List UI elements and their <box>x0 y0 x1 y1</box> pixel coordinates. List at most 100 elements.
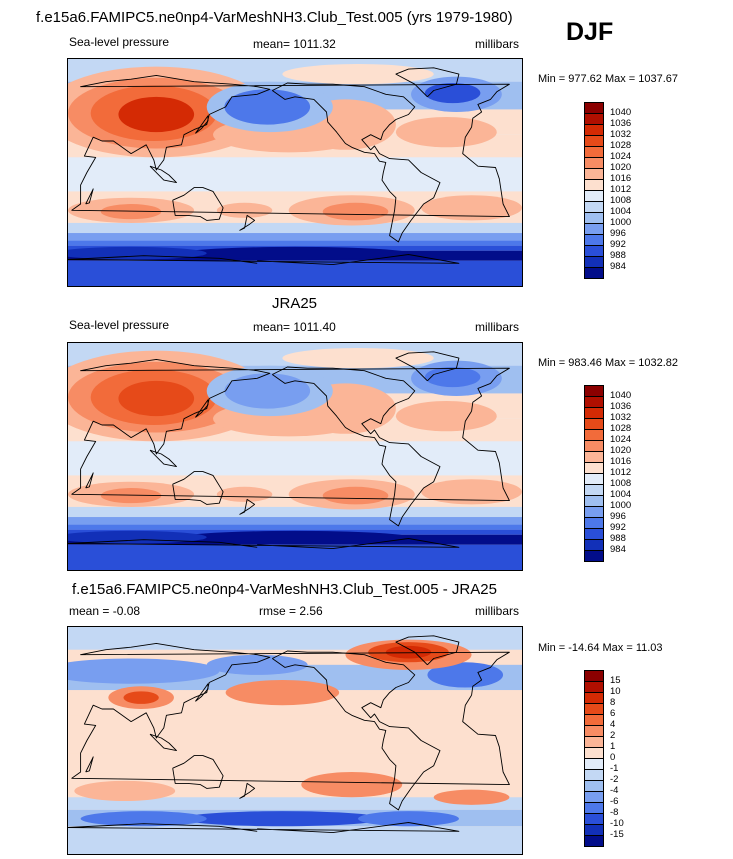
panel3-units-label: millibars <box>475 604 520 618</box>
azores-high <box>395 117 497 148</box>
southern-ocean-low-bias <box>358 811 459 827</box>
panel3-minmax: Min = -14.64 Max = 11.03 <box>538 642 663 654</box>
panel3-title: f.e15a6.FAMIPC5.ne0np4-VarMeshNH3.Club_T… <box>72 581 497 598</box>
southern-midlat-band <box>68 506 522 518</box>
arctic-high-bias-core <box>385 645 432 659</box>
panel1-colorbar: 1040 1036 1032 1028 1024 1020 1016 1012 1008 1004… <box>584 102 644 279</box>
panel3-colorbar-tick-label: 0 <box>610 752 616 763</box>
panel3-colorbar: 15 10 8 6 4 2 1 0 -1 -2 -4 -6 -8 -10 -15 <box>584 670 644 847</box>
panel3-colorbar-tick-label: 8 <box>610 697 616 708</box>
icelandic-low-core <box>424 366 481 388</box>
panel1-colorbar-tick-label: 992 <box>610 239 626 250</box>
southern-ocean-band <box>68 524 522 530</box>
panel1-minmax: Min = 977.62 Max = 1037.67 <box>538 73 679 85</box>
coastlines <box>68 351 510 550</box>
panel2-left-label: Sea-level pressure <box>69 318 170 332</box>
panel2-colorbar-tick-label: 1028 <box>610 423 632 434</box>
coastline <box>195 399 209 418</box>
panel3-colorbar-tick-label: -6 <box>610 796 619 807</box>
coastline <box>71 74 510 218</box>
coastline <box>149 165 177 184</box>
coastline <box>172 187 224 221</box>
panel3-colorbar-tick-label: -2 <box>610 774 619 785</box>
panel2-colorbar-tick-label: 1020 <box>610 445 632 456</box>
panel1-colorbar-tick-label: 1000 <box>610 217 632 228</box>
coastline <box>395 635 460 666</box>
panel1-colorbar-tick-label: 984 <box>610 261 626 272</box>
bering-low-bias <box>206 654 308 675</box>
panel1-colorbar-tick-label: 1020 <box>610 162 632 173</box>
panel2-minmax: Min = 983.46 Max = 1032.82 <box>538 357 679 369</box>
coastline <box>239 214 256 231</box>
azores-high <box>395 401 497 432</box>
season-label: DJF <box>566 18 614 46</box>
panel3-rmse-label: rmse = 2.56 <box>259 604 323 618</box>
coastline <box>172 471 224 505</box>
southern-ocean-low-bias <box>181 811 384 827</box>
southern-ocean-low <box>181 530 409 544</box>
panel2-contour-field <box>68 343 522 570</box>
panel2-mean-label: mean= 1011.40 <box>253 320 336 334</box>
coastline <box>149 449 177 468</box>
panel2-colorbar-tick-label: 1008 <box>610 478 632 489</box>
coastlines <box>68 635 510 834</box>
panel1-colorbar-tick-label: 1016 <box>610 173 632 184</box>
panel1-colorbar-tick-label: 988 <box>610 250 626 261</box>
aleutian-low-core <box>224 373 311 409</box>
panel2-colorbar-swatch <box>584 550 604 562</box>
coastline <box>68 538 460 550</box>
coastline <box>71 642 510 786</box>
coastline <box>68 254 460 266</box>
panel1-colorbar-tick-label: 1028 <box>610 140 632 151</box>
coastline <box>85 188 94 205</box>
southern-band <box>68 797 522 810</box>
panel2-colorbar-tick-label: 1000 <box>610 500 632 511</box>
panel1-colorbar-tick-label: 1004 <box>610 206 632 217</box>
panel2-colorbar-tick-label: 1040 <box>610 390 632 401</box>
coastline <box>195 115 209 134</box>
panel3-colorbar-tick-label: 10 <box>610 686 621 697</box>
south-pacific-high-core <box>322 202 389 221</box>
arctic-ridge <box>282 64 434 85</box>
panel2-colorbar-tick-label: 1032 <box>610 412 632 423</box>
panel1-units-label: millibars <box>475 37 520 51</box>
panel3-colorbar-tick-label: 15 <box>610 675 621 686</box>
tibet-high-bias-core <box>123 691 159 704</box>
panel2-colorbar: 1040 1036 1032 1028 1024 1020 1016 1012 1008 1004… <box>584 385 644 562</box>
siberian-high-core <box>118 96 195 133</box>
south-pacific-high-core <box>322 486 389 505</box>
panel1-colorbar-tick-label: 1008 <box>610 195 632 206</box>
coastline <box>172 755 224 789</box>
tasman-high <box>216 486 273 502</box>
panel3-map <box>67 626 523 855</box>
panel2-colorbar-tick-label: 988 <box>610 533 626 544</box>
panel1-colorbar-tick-label: 1032 <box>610 129 632 140</box>
antarctic-band <box>68 544 522 570</box>
panel3-colorbar-swatch <box>584 835 604 847</box>
coastline <box>149 733 177 752</box>
panel3-colorbar-tick-label: -4 <box>610 785 619 796</box>
panel3-colorbar-tick-label: -1 <box>610 763 619 774</box>
panel2-colorbar-tick-label: 1036 <box>610 401 632 412</box>
panel3-colorbar-tick-label: -8 <box>610 807 619 818</box>
tasman-high <box>216 202 273 218</box>
north-atlantic-low-bias <box>427 662 504 688</box>
antarctic-band <box>68 260 522 286</box>
coastline <box>272 82 441 243</box>
tropical-band <box>68 715 522 754</box>
coastline <box>395 67 460 98</box>
panel2-units-label: millibars <box>475 320 520 334</box>
panel1-colorbar-tick-label: 996 <box>610 228 626 239</box>
panel3-colorbar-tick-label: 2 <box>610 730 616 741</box>
panel2-colorbar-tick-label: 1024 <box>610 434 632 445</box>
panel3-colorbar-tick-label: 6 <box>610 708 616 719</box>
coastline <box>395 351 460 382</box>
southern-ocean-band <box>68 517 522 525</box>
siberian-high-core <box>118 380 195 417</box>
indian-ocean-positive <box>74 780 176 802</box>
south-atlantic-high <box>421 195 522 221</box>
panel3-mean-label: mean = -0.08 <box>69 604 141 618</box>
panel1-colorbar-tick-label: 1012 <box>610 184 632 195</box>
coastline <box>71 358 510 502</box>
panel1-colorbar-swatch <box>584 267 604 279</box>
